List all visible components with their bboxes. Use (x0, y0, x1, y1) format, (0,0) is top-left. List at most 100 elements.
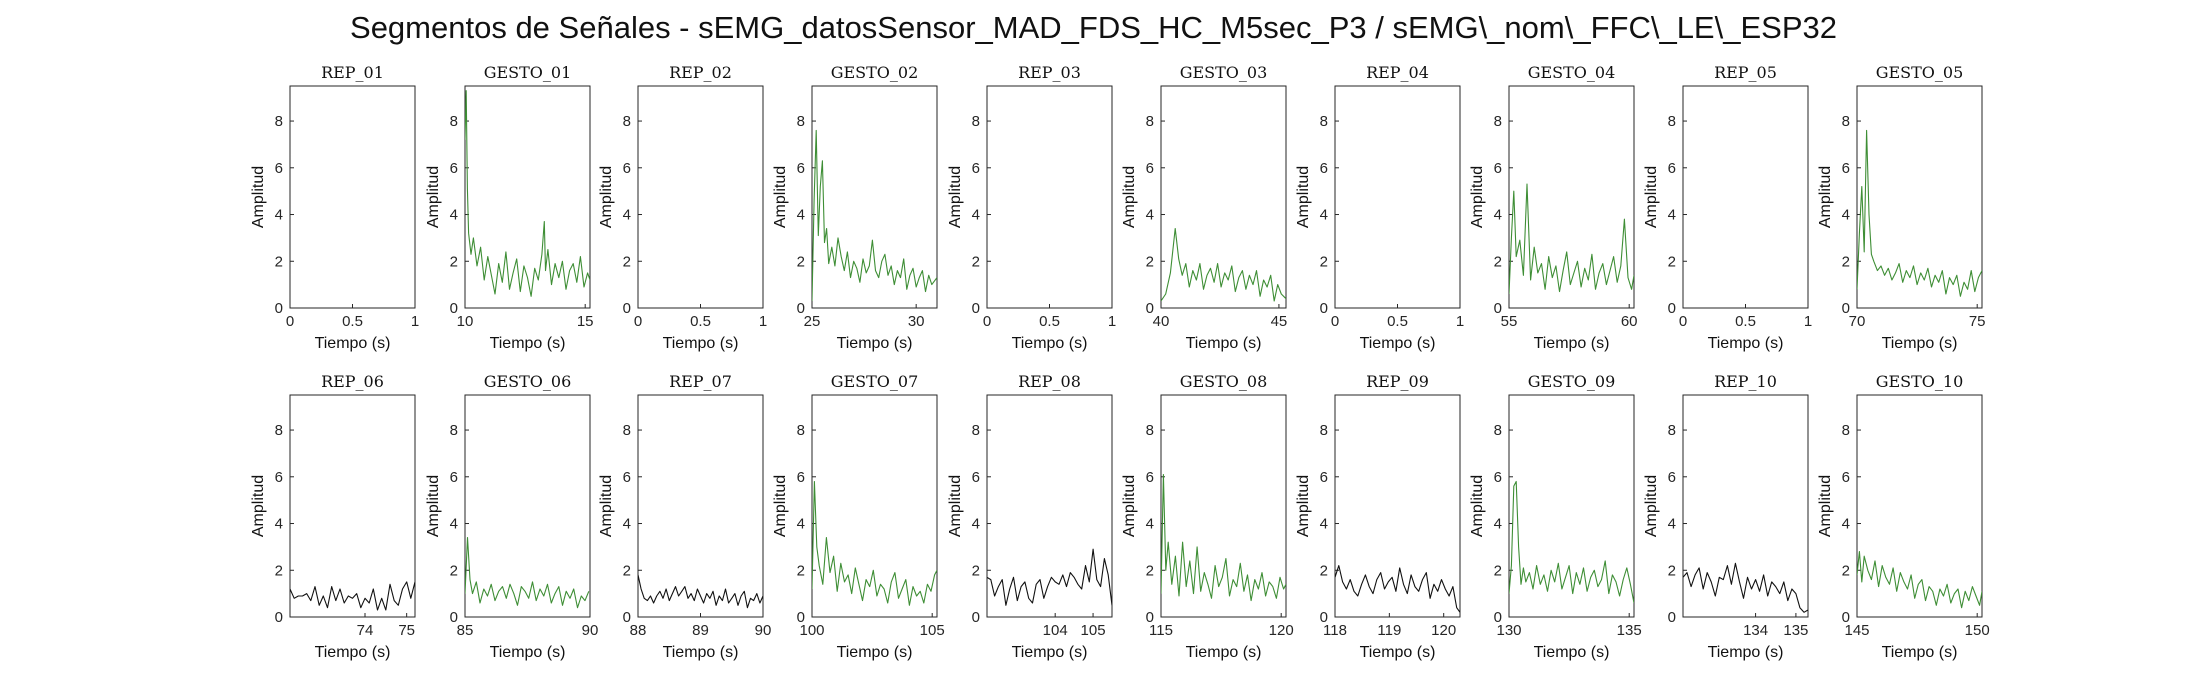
y-tick-label: 6 (623, 469, 631, 486)
y-tick-label: 2 (1668, 253, 1676, 270)
y-tick-label: 2 (1842, 562, 1850, 579)
y-axis-label: Amplitud (1121, 475, 1138, 537)
y-tick-label: 6 (1494, 469, 1502, 486)
signal-line (1509, 183, 1634, 295)
y-axis-label: Amplitud (772, 166, 789, 228)
subplot-gesto-02: 0 2 4 6 8 25 30 GESTO_02 Tiempo (s) Amplitud (772, 63, 938, 352)
y-tick-label: 0 (623, 609, 631, 626)
x-tick-label: 0 (983, 313, 991, 330)
y-tick-label: 4 (1146, 516, 1154, 533)
y-tick-label: 8 (972, 113, 980, 130)
y-tick-label: 6 (275, 160, 283, 177)
subplot-gesto-01: 0 2 4 6 8 10 15 GESTO_01 Tiempo (s) Amplitud (425, 63, 594, 352)
subplot-rep-03: 0 2 4 6 8 0 0.5 1 REP_03 Tiempo (s) Amplitud (947, 63, 1116, 352)
subplot-rep-06: 0 2 4 6 8 74 75 REP_06 Tiempo (s) Amplitud (250, 372, 416, 661)
y-tick-label: 8 (1320, 113, 1328, 130)
x-tick-label: 40 (1153, 313, 1170, 330)
y-tick-label: 4 (275, 207, 283, 224)
subplot-gesto-10: 0 2 4 6 8 145 150 GESTO_10 Tiempo (s) Amplitud (1817, 372, 1990, 661)
subplot-title: GESTO_07 (831, 372, 919, 391)
y-tick-label: 0 (623, 300, 631, 317)
signal-line (1161, 473, 1286, 602)
y-tick-label: 4 (450, 207, 458, 224)
subplot-gesto-09: 0 2 4 6 8 130 135 GESTO_09 Tiempo (s) Amplitud (1469, 372, 1642, 661)
subplot-gesto-04: 0 2 4 6 8 55 60 GESTO_04 Tiempo (s) Amplitud (1469, 63, 1638, 352)
x-tick-label: 134 (1743, 622, 1768, 639)
y-tick-label: 0 (450, 300, 458, 317)
y-axis-label: Amplitud (1295, 475, 1312, 537)
x-tick-label: 130 (1496, 622, 1521, 639)
y-tick-label: 6 (275, 469, 283, 486)
y-tick-label: 2 (972, 253, 980, 270)
subplot-title: REP_07 (669, 372, 732, 391)
y-tick-label: 6 (450, 469, 458, 486)
y-tick-label: 4 (1842, 516, 1850, 533)
x-tick-label: 89 (692, 622, 709, 639)
axes-box (1856, 394, 1983, 618)
subplot-title: GESTO_09 (1528, 372, 1616, 391)
y-tick-label: 2 (797, 562, 805, 579)
y-tick-label: 4 (797, 516, 805, 533)
y-tick-label: 4 (623, 516, 631, 533)
y-tick-label: 2 (1146, 253, 1154, 270)
axes-box (637, 85, 764, 309)
x-tick-label: 104 (1043, 622, 1068, 639)
signal-line (290, 581, 415, 611)
y-tick-label: 0 (1668, 609, 1676, 626)
x-tick-label: 120 (1269, 622, 1294, 639)
subplot-title: GESTO_04 (1528, 63, 1616, 82)
subplot-rep-10: 0 2 4 6 8 134 135 REP_10 Tiempo (s) Amplitud (1643, 372, 1809, 661)
y-tick-label: 2 (1668, 562, 1676, 579)
y-tick-label: 6 (1494, 160, 1502, 177)
subplot-title: REP_02 (669, 63, 732, 82)
y-tick-label: 2 (623, 562, 631, 579)
y-tick-label: 4 (1842, 207, 1850, 224)
axes-box (811, 85, 938, 309)
y-axis-label: Amplitud (1643, 166, 1660, 228)
y-tick-label: 4 (1494, 207, 1502, 224)
x-tick-label: 0 (1679, 313, 1687, 330)
y-tick-label: 8 (1494, 113, 1502, 130)
x-tick-label: 55 (1501, 313, 1518, 330)
y-tick-label: 6 (450, 160, 458, 177)
x-axis-label: Tiempo (s) (1012, 644, 1088, 661)
subplot-gesto-06: 0 2 4 6 8 85 90 GESTO_06 Tiempo (s) Amplitud (425, 372, 598, 661)
subplot-title: REP_09 (1366, 372, 1429, 391)
y-tick-label: 6 (972, 160, 980, 177)
y-tick-label: 8 (1320, 422, 1328, 439)
subplot-rep-05: 0 2 4 6 8 0 0.5 1 REP_05 Tiempo (s) Amplitud (1643, 63, 1812, 352)
x-tick-label: 119 (1377, 622, 1401, 639)
subplot-title: REP_01 (321, 63, 384, 82)
y-tick-label: 2 (972, 562, 980, 579)
y-tick-label: 4 (1146, 207, 1154, 224)
subplot-gesto-03: 0 2 4 6 8 40 45 GESTO_03 Tiempo (s) Amplitud (1121, 63, 1287, 352)
y-tick-label: 2 (1494, 253, 1502, 270)
x-tick-label: 0.5 (342, 313, 363, 330)
x-tick-label: 145 (1844, 622, 1869, 639)
x-tick-label: 0.5 (1387, 313, 1408, 330)
y-tick-label: 0 (1494, 609, 1502, 626)
y-tick-label: 8 (1146, 422, 1154, 439)
subplot-title: GESTO_03 (1180, 63, 1268, 82)
signal-line (1161, 227, 1286, 302)
x-axis-label: Tiempo (s) (837, 644, 913, 661)
x-axis-label: Tiempo (s) (663, 335, 739, 352)
axes-box (986, 394, 1113, 618)
y-tick-label: 4 (972, 207, 980, 224)
axes-box (1160, 85, 1287, 309)
y-tick-label: 0 (1146, 300, 1154, 317)
subplot-rep-01: 0 2 4 6 8 0 0.5 1 REP_01 Tiempo (s) Amplitud (250, 63, 419, 352)
y-axis-label: Amplitud (1121, 166, 1138, 228)
y-tick-label: 6 (1146, 469, 1154, 486)
x-tick-label: 135 (1783, 622, 1808, 639)
x-tick-label: 0.5 (1735, 313, 1756, 330)
y-tick-label: 2 (797, 253, 805, 270)
y-tick-label: 0 (275, 300, 283, 317)
x-tick-label: 45 (1271, 313, 1288, 330)
x-tick-label: 70 (1849, 313, 1866, 330)
y-tick-label: 8 (972, 422, 980, 439)
y-tick-label: 6 (1668, 160, 1676, 177)
x-tick-label: 1 (759, 313, 767, 330)
signal-line (465, 90, 590, 297)
y-tick-label: 2 (450, 253, 458, 270)
